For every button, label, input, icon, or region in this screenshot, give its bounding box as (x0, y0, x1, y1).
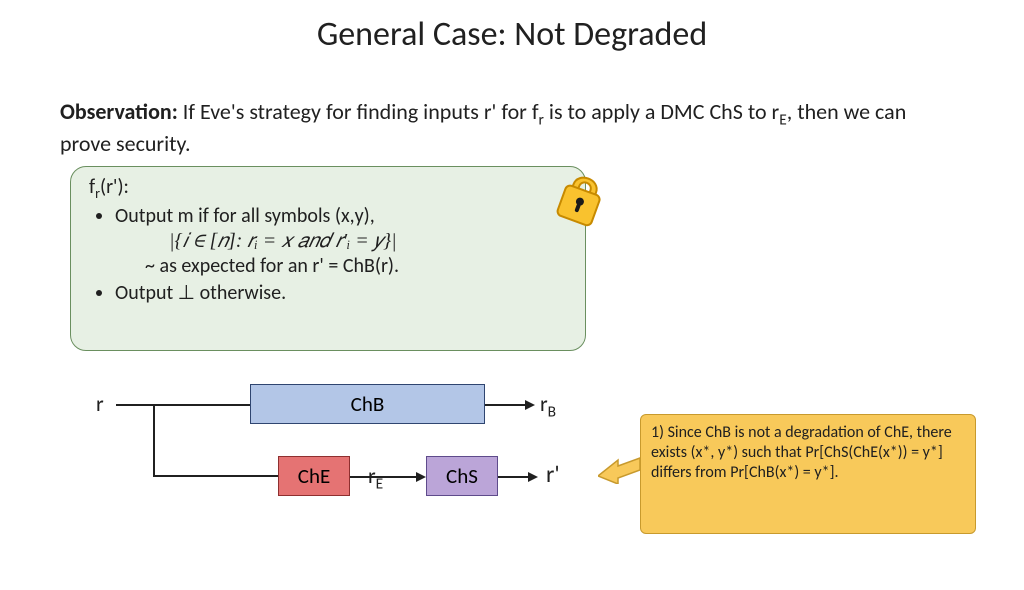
chb-label: ChB (351, 391, 385, 417)
definition-box: fr(r'): Output m if for all symbols (x,y… (70, 166, 586, 351)
label-rb: rB (540, 390, 556, 421)
che-label: ChE (298, 463, 330, 489)
arrow-chs-to-rprime (498, 470, 538, 484)
observation-text-a: If Eve's strategy for finding inputs r' … (178, 98, 539, 125)
observation-text-b: is to apply a DMC ChS to r (544, 98, 779, 125)
lock-icon (554, 162, 610, 230)
arrow-chb-to-rb (485, 398, 535, 412)
observation-sub-e: E (779, 110, 787, 129)
slide-title: General Case: Not Degraded (0, 14, 1024, 55)
line-r-to-che (154, 404, 278, 478)
label-rprime: r' (546, 460, 560, 489)
bullet-1: Output m if for all symbols (x,y), |{𝑖 ∈… (115, 204, 567, 279)
bullet1-b: ~ as expected for an r' = ChB(r). (145, 254, 567, 279)
bullet2-text: Output ⊥ otherwise. (115, 281, 286, 305)
chs-box: ChS (426, 456, 498, 496)
bullet1-math: |{𝑖 ∈ [𝑛]: 𝑟ᵢ = 𝑥 𝑎𝑛𝑑 𝑟′ᵢ = 𝑦}| (169, 229, 567, 254)
callout-note: 1) Since ChB is not a degradation of ChE… (640, 414, 976, 534)
bullet-2: Output ⊥ otherwise. (115, 281, 567, 306)
bullet1-a: Output m if for all symbols (x,y), (115, 204, 375, 228)
label-r: r (96, 390, 104, 417)
che-box: ChE (278, 456, 350, 496)
observation-label: Observation: (60, 98, 178, 125)
observation-paragraph: Observation: If Eve's strategy for findi… (60, 98, 950, 159)
callout-arrow-icon (598, 454, 642, 484)
chb-box: ChB (250, 384, 485, 424)
channel-diagram: r ChB rB ChE rE ChS r' (100, 384, 600, 544)
callout-text: 1) Since ChB is not a degradation of ChE… (651, 423, 952, 482)
chs-label: ChS (446, 463, 478, 489)
definition-header: fr(r'): (89, 175, 567, 202)
fn-tail: (r'): (100, 175, 129, 199)
arrow-che-to-chs (350, 470, 426, 484)
